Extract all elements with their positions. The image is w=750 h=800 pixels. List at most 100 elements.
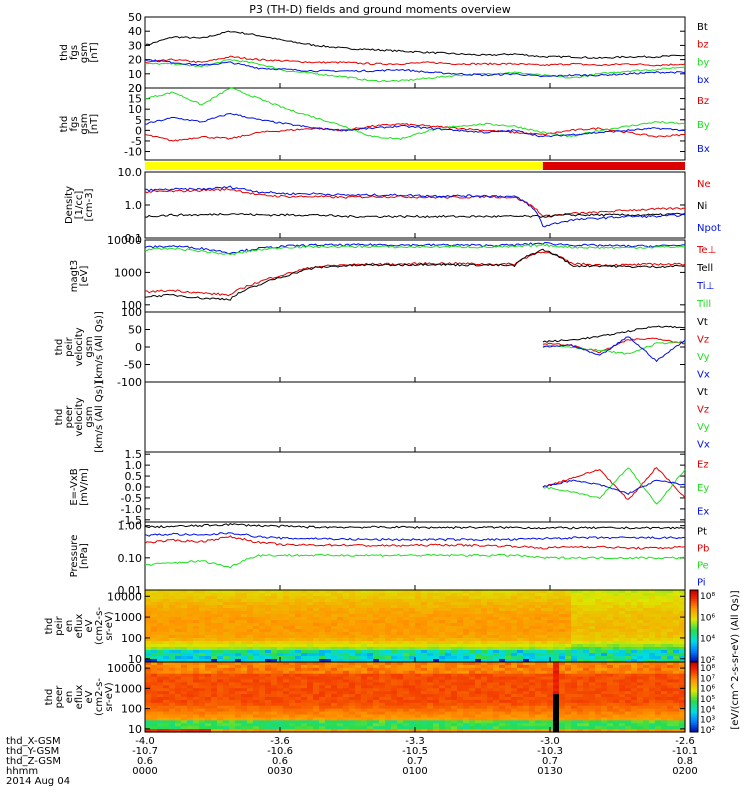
- heatmap-cell: [319, 711, 326, 716]
- heatmap-cell: [487, 644, 494, 648]
- heatmap-cell: [535, 623, 542, 627]
- heatmap-cell: [373, 679, 380, 684]
- heatmap-cell: [457, 711, 464, 716]
- heatmap-cell: [235, 608, 242, 612]
- heatmap-cell: [409, 641, 416, 645]
- colorbar-cell: [690, 658, 698, 661]
- heatmap-cell: [373, 659, 380, 663]
- heatmap-cell: [163, 614, 170, 618]
- heatmap-cell: [457, 679, 464, 684]
- date-label: 2014 Aug 04: [6, 776, 70, 787]
- heatmap-cell: [529, 635, 536, 639]
- heatmap-cell: [571, 623, 578, 627]
- heatmap-cell: [415, 620, 422, 624]
- heatmap-cell: [481, 605, 488, 609]
- heatmap-cell: [439, 685, 446, 689]
- heatmap-cell: [403, 602, 410, 606]
- heatmap-cell: [589, 635, 596, 639]
- heatmap-cell: [469, 691, 476, 695]
- panel-frame: [144, 87, 686, 161]
- colorbar-cell: [690, 626, 698, 629]
- heatmap-cell: [451, 641, 458, 645]
- heatmap-cell: [511, 623, 518, 627]
- heatmap-cell: [349, 664, 356, 669]
- heatmap-cell: [343, 673, 350, 678]
- heatmap-cell: [181, 635, 188, 639]
- heatmap-cell: [235, 662, 242, 666]
- heatmap-cell: [463, 685, 470, 689]
- heatmap-cell: [625, 726, 632, 730]
- heatmap-cell: [589, 608, 596, 612]
- heatmap-cell: [601, 605, 608, 609]
- heatmap-cell: [313, 635, 320, 639]
- heatmap-cell: [421, 647, 428, 651]
- heatmap-cell: [385, 623, 392, 627]
- heatmap-cell: [559, 590, 566, 594]
- heatmap-cell: [541, 714, 548, 719]
- heatmap-cell: [667, 685, 674, 689]
- heatmap-cell: [307, 688, 314, 692]
- heatmap-cell: [451, 697, 458, 701]
- heatmap-cell: [553, 702, 560, 707]
- heatmap-cell: [631, 723, 638, 727]
- heatmap-cell: [421, 599, 428, 603]
- heatmap-cell: [181, 602, 188, 606]
- heatmap-cell: [169, 705, 176, 710]
- heatmap-cell: [625, 644, 632, 648]
- heatmap-cell: [187, 632, 194, 636]
- heatmap-cell: [649, 653, 656, 657]
- heatmap-cell: [547, 635, 554, 639]
- heatmap-cell: [373, 653, 380, 657]
- heatmap-cell: [307, 647, 314, 651]
- heatmap-cell: [433, 726, 440, 730]
- x-tick-label: -3.0: [540, 736, 560, 747]
- heatmap-cell: [343, 679, 350, 684]
- heatmap-cell: [613, 664, 620, 669]
- heatmap-cell: [463, 599, 470, 603]
- heatmap-cell: [637, 682, 644, 686]
- heatmap-cell: [571, 605, 578, 609]
- heatmap-cell: [259, 626, 266, 630]
- heatmap-cell: [439, 664, 446, 669]
- heatmap-cell: [385, 691, 392, 695]
- heatmap-cell: [595, 623, 602, 627]
- heatmap-cell: [199, 644, 206, 648]
- heatmap-cell: [547, 711, 554, 716]
- heatmap-cell: [151, 676, 158, 681]
- heatmap-cell: [433, 653, 440, 657]
- heatmap-cell: [235, 659, 242, 663]
- heatmap-cell: [265, 650, 272, 654]
- heatmap-cell: [307, 638, 314, 642]
- heatmap-cell: [523, 626, 530, 630]
- colorbar-cell: [690, 635, 698, 638]
- heatmap-cell: [655, 705, 662, 710]
- heatmap-cell: [643, 708, 650, 713]
- heatmap-cell: [589, 659, 596, 663]
- heatmap-cell: [145, 608, 152, 612]
- heatmap-cell: [397, 670, 404, 675]
- heatmap-cell: [343, 620, 350, 624]
- heatmap-cell: [451, 676, 458, 681]
- heatmap-cell: [595, 723, 602, 727]
- heatmap-cell: [187, 608, 194, 612]
- heatmap-cell: [289, 711, 296, 716]
- heatmap-cell: [331, 596, 338, 600]
- heatmap-cell: [295, 611, 302, 615]
- heatmap-cell: [193, 676, 200, 681]
- heatmap-cell: [223, 711, 230, 716]
- heatmap-cell: [145, 647, 152, 651]
- heatmap-cell: [625, 720, 632, 724]
- heatmap-cell: [271, 617, 278, 621]
- heatmap-cell: [265, 638, 272, 642]
- heatmap-cell: [535, 599, 542, 603]
- heatmap-cell: [619, 723, 626, 727]
- heatmap-cell: [265, 608, 272, 612]
- heatmap-cell: [523, 705, 530, 710]
- heatmap-cell: [361, 717, 368, 721]
- heatmap-cell: [289, 605, 296, 609]
- heatmap-cell: [295, 729, 302, 733]
- colorbar-cell: [690, 674, 698, 677]
- heatmap-cell: [289, 720, 296, 724]
- heatmap-cell: [169, 667, 176, 672]
- heatmap-cell: [643, 670, 650, 675]
